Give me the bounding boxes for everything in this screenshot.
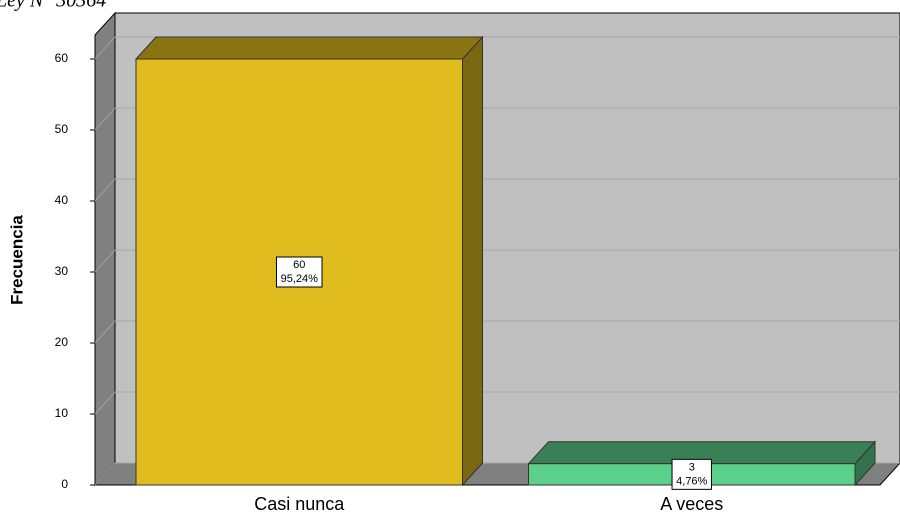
y-axis-label: Frecuencia	[7, 215, 26, 305]
y-tick-label: 40	[55, 193, 69, 207]
y-tick-label: 60	[55, 51, 69, 65]
y-tick-label: 50	[55, 122, 69, 136]
y-tick-label: 10	[55, 406, 69, 420]
value-label: 60	[293, 259, 305, 271]
bar-side	[462, 35, 483, 487]
grid-line	[94, 391, 116, 415]
value-label-box	[275, 256, 323, 288]
bar-top	[134, 36, 484, 60]
grid-line	[94, 178, 116, 202]
y-tick-label: 30	[55, 264, 69, 278]
grid-line	[94, 249, 116, 273]
value-label: 3	[689, 461, 695, 473]
grid-line	[94, 462, 116, 486]
y-tick-label: 20	[55, 335, 69, 349]
x-tick-label: Casi nunca	[254, 494, 345, 514]
percent-label: 4,76%	[676, 475, 707, 487]
x-tick-label: A veces	[660, 494, 723, 514]
left-wall	[94, 11, 116, 487]
grid-line	[94, 36, 116, 60]
value-label-box	[671, 458, 712, 490]
grid-line	[94, 320, 116, 344]
percent-label: 95,24%	[281, 273, 319, 285]
y-tick-label: 0	[61, 477, 68, 491]
chart-title: Ley N° 30364	[0, 0, 106, 12]
grid-line	[94, 107, 116, 131]
